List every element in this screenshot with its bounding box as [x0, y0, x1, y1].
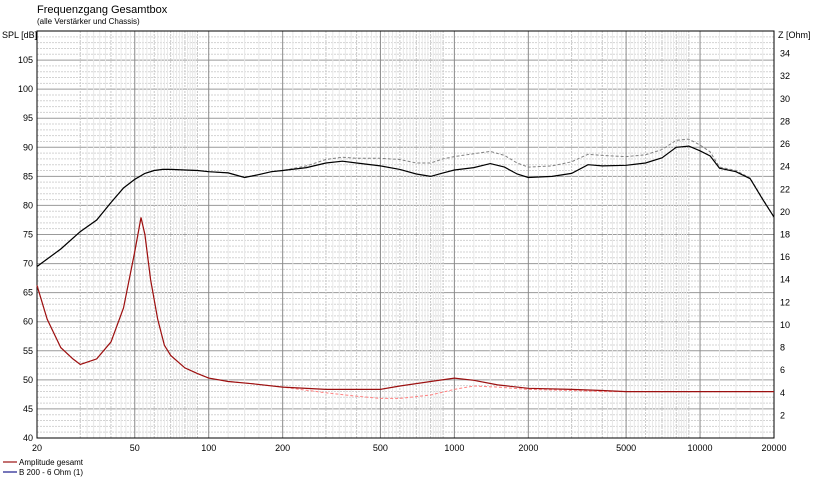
y2-tick-label: 28	[780, 116, 790, 126]
series-line-amplitude	[36, 145, 775, 267]
x-tick-label: 1000	[444, 443, 464, 453]
y2-tick-label: 2	[780, 410, 785, 420]
y-tick-label: 55	[23, 346, 33, 356]
ticks: 4045505560657075808590951001052468101214…	[18, 49, 790, 453]
y-tick-label: 65	[23, 288, 33, 298]
y2-tick-label: 34	[780, 49, 790, 59]
chart-title: Frequenzgang Gesamtbox	[37, 4, 168, 16]
series	[36, 138, 775, 399]
y2-axis-label: Z [Ohm]	[778, 30, 811, 40]
y-tick-label: 75	[23, 230, 33, 240]
x-tick-label: 500	[373, 443, 388, 453]
y2-tick-label: 30	[780, 94, 790, 104]
x-tick-label: 50	[130, 443, 140, 453]
y2-tick-label: 20	[780, 207, 790, 217]
y-axis-label: SPL [dB]	[2, 30, 37, 40]
series-line-impedance	[36, 217, 774, 393]
x-tick-label: 2000	[518, 443, 538, 453]
x-tick-label: 100	[201, 443, 216, 453]
chart-subtitle: (alle Verstärker und Chassis)	[37, 17, 140, 26]
x-tick-label: 20	[32, 443, 42, 453]
y2-tick-label: 26	[780, 139, 790, 149]
y-tick-label: 40	[23, 433, 33, 443]
y-tick-label: 50	[23, 375, 33, 385]
y-tick-label: 85	[23, 171, 33, 181]
y-tick-label: 90	[23, 142, 33, 152]
y-tick-label: 60	[23, 317, 33, 327]
x-tick-label: 10000	[688, 443, 713, 453]
legend: Amplitude gesamt B 200 - 6 Ohm (1)	[3, 458, 84, 477]
y2-tick-label: 12	[780, 297, 790, 307]
y2-tick-label: 4	[780, 388, 785, 398]
series-line-amplitude-reference	[36, 138, 775, 267]
y2-tick-label: 18	[780, 230, 790, 240]
y-tick-label: 80	[23, 200, 33, 210]
y-tick-label: 95	[23, 113, 33, 123]
legend-label-impedance: B 200 - 6 Ohm (1)	[19, 468, 83, 477]
y-tick-label: 45	[23, 404, 33, 414]
y2-tick-label: 24	[780, 162, 790, 172]
y2-tick-label: 6	[780, 365, 785, 375]
y2-tick-label: 22	[780, 184, 790, 194]
y2-tick-label: 32	[780, 71, 790, 81]
x-tick-label: 5000	[616, 443, 636, 453]
y-tick-label: 70	[23, 259, 33, 269]
plot-frame	[36, 30, 775, 439]
y2-tick-label: 14	[780, 275, 790, 285]
y2-tick-label: 16	[780, 252, 790, 262]
y-tick-label: 100	[18, 84, 33, 94]
x-tick-label: 20000	[761, 443, 786, 453]
y-tick-label: 105	[18, 55, 33, 65]
y2-tick-label: 8	[780, 343, 785, 353]
x-tick-label: 200	[275, 443, 290, 453]
y2-tick-label: 10	[780, 320, 790, 330]
legend-label-amplitude: Amplitude gesamt	[19, 458, 84, 467]
grid	[37, 31, 774, 438]
